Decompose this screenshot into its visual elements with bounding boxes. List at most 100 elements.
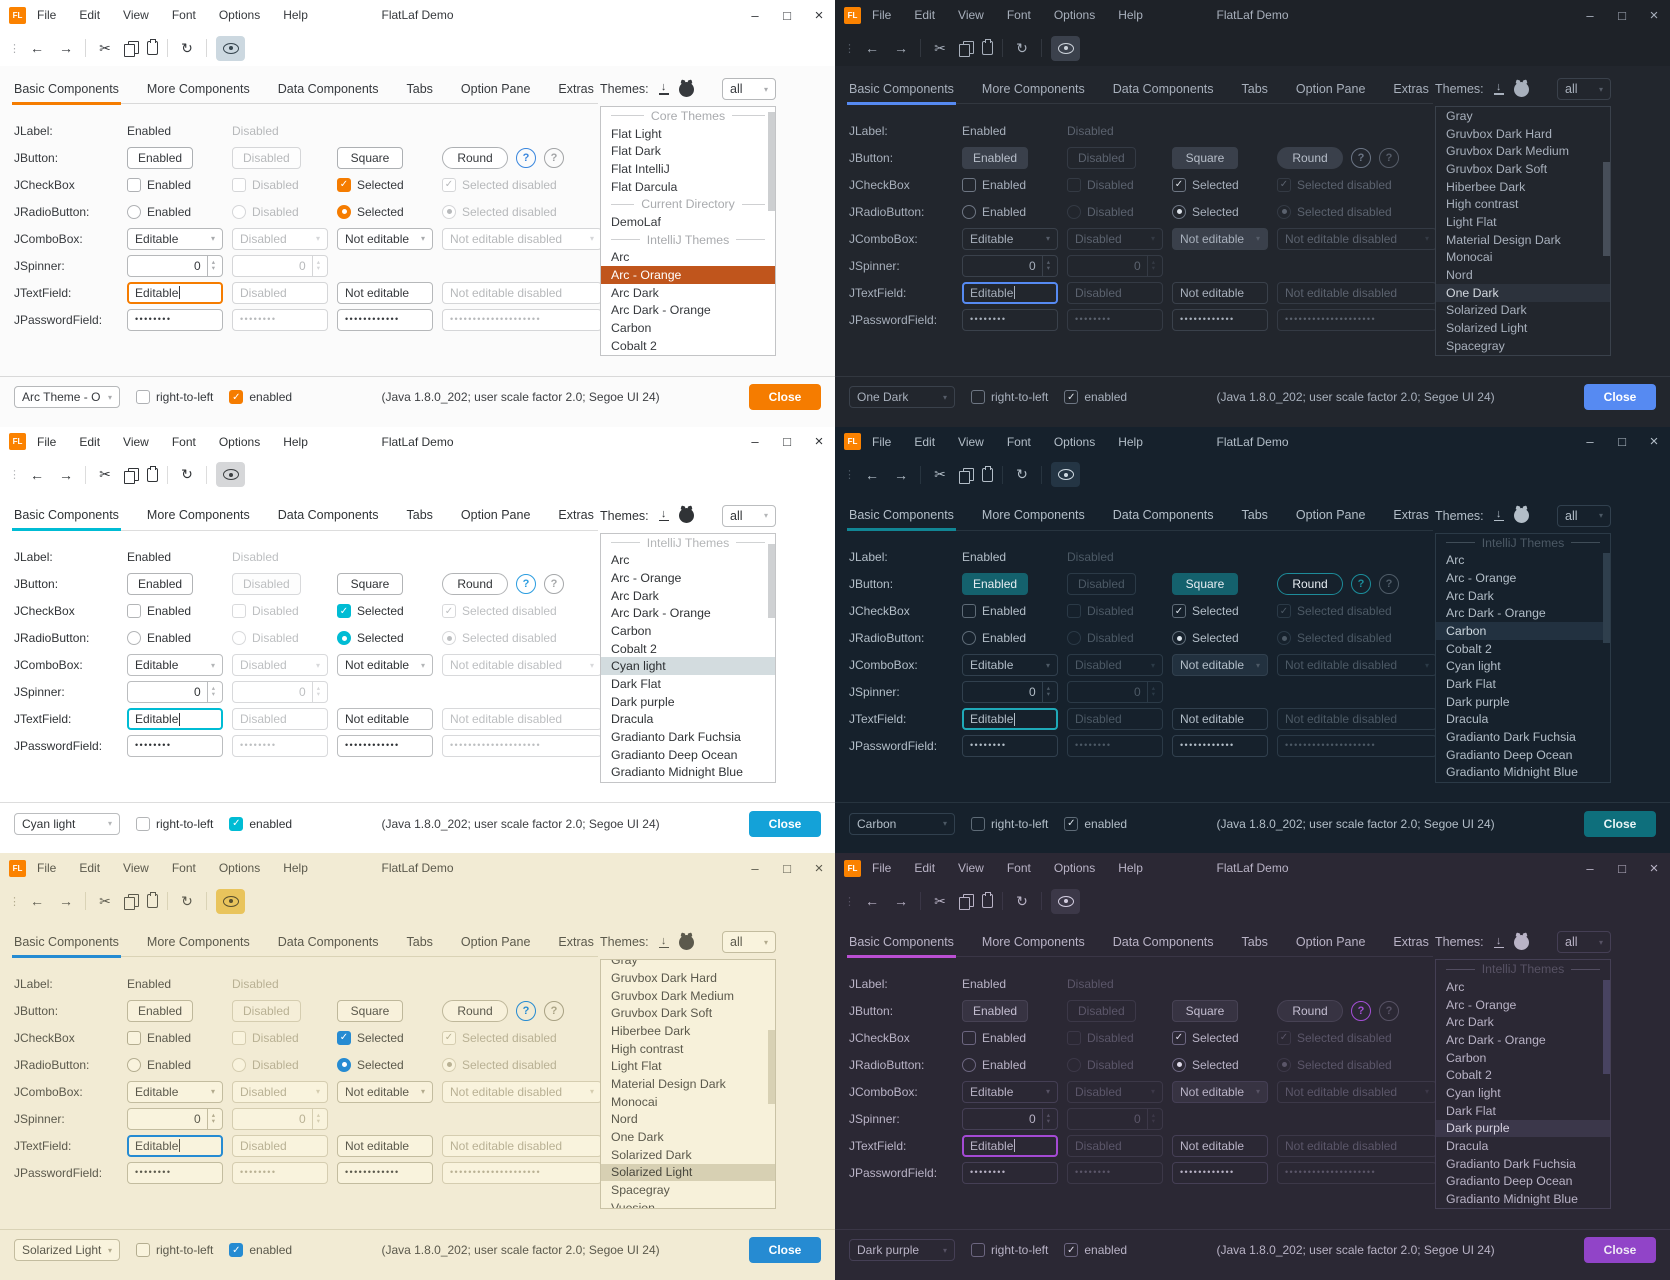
combobox-editable[interactable]: Editable ▾ xyxy=(127,227,223,250)
radio-enabled[interactable] xyxy=(962,631,976,646)
download-icon[interactable]: ↓ xyxy=(1494,508,1504,522)
square-button[interactable]: Square xyxy=(1172,573,1238,596)
square-button[interactable]: Square xyxy=(337,573,403,596)
theme-item-gradianto-midnight-blue[interactable]: Gradianto Midnight Blue xyxy=(611,765,743,780)
back-icon[interactable]: ← xyxy=(865,893,879,910)
tab-more-components[interactable]: More Components xyxy=(981,934,1085,949)
forward-icon[interactable]: → xyxy=(894,893,908,910)
enabled-checkbox[interactable]: ✓ enabled xyxy=(229,390,292,405)
theme-item-arc-dark[interactable]: Arc Dark xyxy=(611,588,659,603)
tab-basic-components[interactable]: Basic Components xyxy=(847,927,956,958)
passwordfield-enabled[interactable]: •••••••• xyxy=(962,308,1058,331)
menu-edit[interactable]: Edit xyxy=(79,434,101,449)
combobox-not-editable[interactable]: Not editable ▾ xyxy=(1172,227,1268,250)
scrollbar-thumb[interactable] xyxy=(1603,161,1610,256)
theme-item-material-design-dark[interactable]: Material Design Dark xyxy=(611,1076,726,1091)
tab-basic-components[interactable]: Basic Components xyxy=(847,74,956,105)
checkbox-enabled[interactable] xyxy=(127,1030,141,1045)
help-button[interactable]: ? xyxy=(516,1000,536,1021)
theme-item-light-flat[interactable]: Light Flat xyxy=(1446,214,1497,229)
tab-extras[interactable]: Extras xyxy=(1393,81,1429,96)
back-icon[interactable]: ← xyxy=(30,40,44,56)
combobox-editable[interactable]: Editable ▾ xyxy=(962,227,1058,250)
theme-item-nord[interactable]: Nord xyxy=(611,1112,638,1127)
tab-basic-components[interactable]: Basic Components xyxy=(12,74,121,105)
minimize-button[interactable]: – xyxy=(1586,860,1594,876)
radio-selected[interactable] xyxy=(1172,1057,1186,1072)
round-button[interactable]: Round xyxy=(1277,999,1343,1022)
scrollbar-thumb[interactable] xyxy=(768,543,775,618)
show-hidden-toggle[interactable] xyxy=(216,35,245,61)
round-button[interactable]: Round xyxy=(1277,573,1343,596)
theme-item-gradianto-midnight-blue[interactable]: Gradianto Midnight Blue xyxy=(1446,765,1578,780)
checkbox-selected[interactable]: ✓ xyxy=(1172,177,1186,192)
menu-view[interactable]: View xyxy=(123,434,149,449)
textfield-editable[interactable]: Editable xyxy=(962,281,1058,304)
menu-file[interactable]: File xyxy=(37,861,57,876)
right-to-left-checkbox[interactable]: right-to-left xyxy=(971,1243,1048,1258)
theme-item-gradianto-dark-fuchsia[interactable]: Gradianto Dark Fuchsia xyxy=(1446,1156,1576,1171)
minimize-button[interactable]: – xyxy=(751,7,759,23)
help-button[interactable]: ? xyxy=(1351,1000,1371,1021)
enabled-button[interactable]: Enabled xyxy=(962,146,1029,169)
toolbar-grip-icon[interactable]: ⋮ xyxy=(844,42,855,55)
menu-view[interactable]: View xyxy=(958,8,984,22)
forward-icon[interactable]: → xyxy=(59,893,73,910)
copy-icon[interactable] xyxy=(124,894,139,911)
help-button[interactable]: ? xyxy=(516,574,536,595)
tab-tabs[interactable]: Tabs xyxy=(1241,508,1268,523)
scrollbar-thumb[interactable] xyxy=(768,111,775,212)
menu-help[interactable]: Help xyxy=(283,434,308,449)
menu-font[interactable]: Font xyxy=(171,8,196,22)
copy-icon[interactable] xyxy=(959,41,974,57)
checkbox-selected[interactable]: ✓ xyxy=(337,604,351,619)
menu-view[interactable]: View xyxy=(958,861,984,876)
textfield-editable[interactable]: Editable xyxy=(127,1134,223,1157)
enabled-checkbox[interactable]: ✓ enabled xyxy=(1064,1243,1127,1258)
themes-scrollbar[interactable] xyxy=(1603,107,1610,355)
maximize-button[interactable]: □ xyxy=(1618,434,1626,450)
tab-basic-components[interactable]: Basic Components xyxy=(12,500,121,532)
copy-icon[interactable] xyxy=(124,467,139,484)
theme-select-combo[interactable]: Dark purple ▾ xyxy=(849,1239,955,1262)
back-icon[interactable]: ← xyxy=(30,466,44,483)
theme-item-gradianto-dark-fuchsia[interactable]: Gradianto Dark Fuchsia xyxy=(611,730,741,745)
menu-help[interactable]: Help xyxy=(1118,861,1143,876)
toolbar-grip-icon[interactable]: ⋮ xyxy=(9,895,20,908)
theme-item-high-contrast[interactable]: High contrast xyxy=(611,1041,684,1056)
spinner-arrows-icon[interactable]: ▴ ▾ xyxy=(206,255,215,276)
toolbar-grip-icon[interactable]: ⋮ xyxy=(844,469,855,482)
tab-option-pane[interactable]: Option Pane xyxy=(460,81,531,96)
close-window-button[interactable]: × xyxy=(1649,6,1659,24)
close-window-button[interactable]: × xyxy=(1649,859,1659,877)
download-icon[interactable]: ↓ xyxy=(659,82,669,95)
theme-item-arc-dark[interactable]: Arc Dark xyxy=(611,285,659,300)
checkbox-enabled[interactable] xyxy=(127,604,141,619)
cut-icon[interactable]: ✂ xyxy=(99,39,111,56)
enabled-button[interactable]: Enabled xyxy=(962,999,1029,1022)
maximize-button[interactable]: □ xyxy=(783,7,791,23)
back-icon[interactable]: ← xyxy=(865,466,879,483)
themes-filter-combo[interactable]: all ▾ xyxy=(722,504,776,527)
help-button[interactable]: ? xyxy=(1351,574,1371,595)
passwordfield-enabled[interactable]: •••••••• xyxy=(962,1161,1058,1184)
theme-item-dracula[interactable]: Dracula xyxy=(1446,1139,1489,1154)
theme-item-flat-intellij[interactable]: Flat IntelliJ xyxy=(611,161,670,176)
download-icon[interactable]: ↓ xyxy=(659,508,669,522)
tab-data-components[interactable]: Data Components xyxy=(277,934,379,949)
show-hidden-toggle[interactable] xyxy=(1051,888,1080,914)
minimize-button[interactable]: – xyxy=(1586,434,1594,450)
theme-item-dark-flat[interactable]: Dark Flat xyxy=(611,677,661,691)
tab-tabs[interactable]: Tabs xyxy=(1241,934,1268,949)
theme-item-high-contrast[interactable]: High contrast xyxy=(1446,197,1519,212)
show-hidden-toggle[interactable] xyxy=(216,888,245,914)
cut-icon[interactable]: ✂ xyxy=(934,466,946,483)
theme-item-one-dark[interactable]: One Dark xyxy=(611,1130,664,1145)
passwordfield-enabled[interactable]: •••••••• xyxy=(127,308,223,331)
theme-item-monocai[interactable]: Monocai xyxy=(611,1094,658,1109)
cut-icon[interactable]: ✂ xyxy=(99,892,111,909)
checkbox-selected[interactable]: ✓ xyxy=(337,177,351,192)
theme-item-carbon[interactable]: Carbon xyxy=(611,623,652,638)
combobox-not-editable[interactable]: Not editable ▾ xyxy=(337,227,433,250)
tab-tabs[interactable]: Tabs xyxy=(1241,81,1268,96)
